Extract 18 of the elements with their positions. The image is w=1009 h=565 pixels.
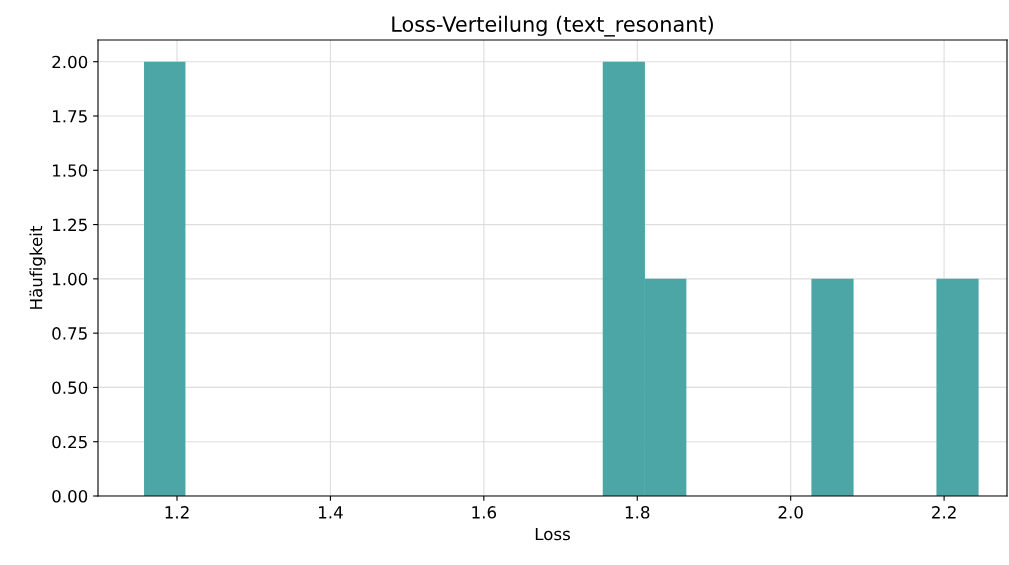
- x-tick-label: 2.0: [778, 506, 803, 519]
- x-tick-label: 2.2: [932, 506, 956, 519]
- y-tick-label: 0.25: [52, 435, 87, 449]
- y-tick-label: 1.00: [53, 272, 88, 286]
- x-tick-label: 1.4: [319, 506, 343, 519]
- x-tick-label: 1.8: [625, 506, 650, 519]
- x-tick-label: 1.6: [472, 506, 497, 519]
- chart-title: Loss-Verteilung (text_resonant): [392, 15, 713, 37]
- y-tick-label: 1.75: [53, 110, 87, 123]
- y-axis-title: Häufigkeit: [29, 225, 46, 309]
- x-axis-title: Loss: [535, 527, 570, 541]
- y-tick-label: 2.00: [52, 55, 88, 69]
- x-tick-label: 1.2: [165, 506, 189, 519]
- y-tick-label: 1.25: [53, 218, 87, 232]
- y-tick-label: 0.50: [52, 381, 88, 394]
- y-tick-label: 0.75: [52, 327, 87, 340]
- y-tick-label: 0.00: [52, 489, 88, 503]
- y-tick-label: 1.50: [53, 164, 88, 177]
